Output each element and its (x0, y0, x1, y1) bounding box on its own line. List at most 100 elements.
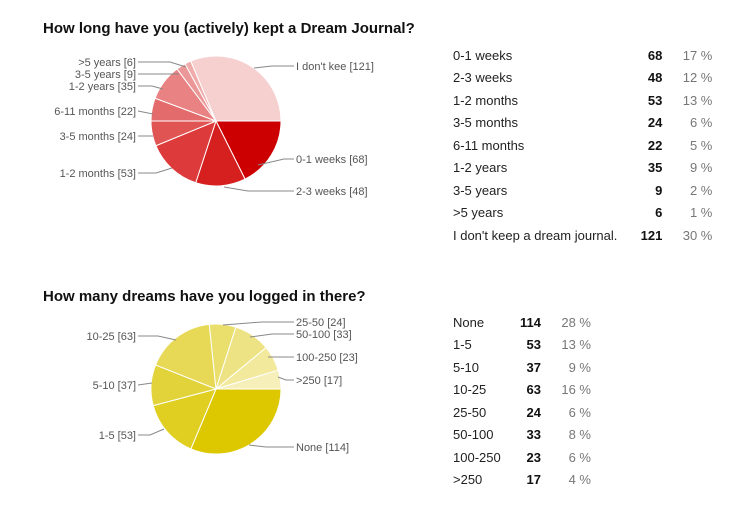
count-cell: 35 (647, 160, 663, 176)
percent-cell: 6 % (568, 449, 591, 465)
count-cell: 17 (526, 472, 541, 488)
table-row: 3-5 years 9 2 % (453, 179, 712, 202)
percent-cell: 2 % (689, 182, 713, 198)
pie-1-slice-label-7: 3-5 years [9] (75, 69, 136, 81)
category-cell: 10-25 (453, 382, 487, 398)
pie-2-slice-label-7: 100-250 [23] (296, 352, 358, 364)
percent-cell: 8 % (568, 427, 591, 443)
percent-cell: 16 % (561, 382, 591, 398)
table-row: >5 years 6 1 % (453, 202, 712, 225)
percent-cell: 6 % (568, 404, 591, 420)
count-cell: 6 (655, 205, 663, 221)
pie-2-slice-label-8: >250 [17] (296, 375, 342, 387)
chart-2-stats-table: None 114 28 % 1-5 53 13 % 5-10 37 9 % 10-25 63 16 %… (453, 311, 591, 491)
pie-2-leader-line-4 (138, 335, 177, 341)
pie-1-slice-label-8: >5 years [6] (78, 57, 136, 69)
category-cell: 1-2 months (453, 92, 519, 108)
pie-1-slice-9 (190, 55, 282, 122)
category-cell: 50-100 (453, 427, 494, 443)
category-cell: 6-11 months (453, 137, 525, 153)
table-row: 5-10 37 9 % (453, 356, 591, 379)
pie-2-slice-label-6: 50-100 [33] (296, 329, 352, 341)
pie-1-slice-label-5: 6-11 months [22] (54, 106, 136, 118)
category-cell: 2-3 weeks (453, 70, 513, 86)
table-row: 1-5 53 13 % (453, 334, 591, 357)
chart-1-stats-table: 0-1 weeks 68 17 % 2-3 weeks 48 12 % 1-2 months… (453, 44, 712, 247)
table-row: 10-25 63 16 % (453, 379, 591, 402)
pie-chart-2: None [114] 1-5 [53] 5-10 [37] 10-25 [63] 25-… (86, 317, 358, 455)
pie-2-slice-8 (215, 369, 282, 390)
pie-2-slice-2 (152, 388, 217, 450)
pie-2-leader-line-8 (277, 376, 294, 381)
category-cell: I don't keep a dream journal. (453, 227, 618, 243)
table-row: 3-5 months 24 6 % (453, 112, 712, 135)
chart-1-title: How long have you (actively) kept a Drea… (43, 20, 415, 37)
count-cell: 23 (526, 449, 541, 465)
pie-1-slice-label-3: 1-2 months [53] (60, 168, 136, 180)
table-row: >250 17 4 % (453, 469, 591, 492)
pie-1-leader-line-3 (138, 167, 173, 174)
percent-cell: 30 % (682, 227, 713, 243)
pie-2-leader-line-5 (222, 321, 294, 326)
count-cell: 37 (526, 359, 541, 375)
pie-1-leader-line-6 (138, 85, 164, 90)
count-cell: 48 (647, 70, 663, 86)
percent-cell: 5 % (689, 137, 713, 153)
percent-cell: 9 % (689, 160, 713, 176)
pie-1-leader-line-2 (223, 186, 294, 192)
percent-cell: 6 % (689, 115, 713, 131)
category-cell: 0-1 weeks (453, 47, 513, 63)
percent-cell: 13 % (561, 337, 591, 353)
table-row: 0-1 weeks 68 17 % (453, 44, 712, 67)
category-cell: 1-2 years (453, 160, 508, 176)
category-cell: 3-5 years (453, 182, 508, 198)
category-cell: >250 (453, 472, 483, 488)
count-cell: 24 (647, 115, 663, 131)
chart-2-title: How many dreams have you logged in there… (43, 288, 366, 305)
pie-1-slice-label-4: 3-5 months [24] (60, 131, 136, 143)
percent-cell: 4 % (568, 472, 591, 488)
pie-1-leader-line-5 (137, 110, 154, 115)
category-cell: 1-5 (453, 337, 472, 353)
pie-2-leader-line-3 (137, 382, 153, 386)
count-cell: 22 (647, 137, 663, 153)
category-cell: 3-5 months (453, 115, 519, 131)
pie-2-slice-label-2: 1-5 [53] (99, 430, 136, 442)
pie-1-leader-line-9 (253, 65, 294, 69)
pie-2-leader-line-2 (138, 428, 165, 436)
pie-1-slice-label-9: I don't kee [121] (296, 61, 374, 73)
percent-cell: 28 % (561, 314, 591, 330)
pie-2-slice-label-1: None [114] (296, 442, 349, 454)
pie-1-slice-label-2: 2-3 weeks [48] (296, 186, 368, 198)
pie-2-leader-line-6 (249, 333, 294, 338)
count-cell: 9 (655, 182, 663, 198)
table-row: 50-100 33 8 % (453, 424, 591, 447)
percent-cell: 1 % (689, 205, 713, 221)
percent-cell: 12 % (682, 70, 713, 86)
category-cell: 5-10 (453, 359, 480, 375)
count-cell: 53 (526, 337, 541, 353)
table-row: 1-2 months 53 13 % (453, 89, 712, 112)
pie-chart-1: 0-1 weeks [68] 2-3 weeks [48] 1-2 months [… (54, 55, 374, 198)
count-cell: 68 (647, 47, 663, 63)
pie-2-slice-4 (154, 323, 217, 390)
percent-cell: 9 % (568, 359, 591, 375)
count-cell: 63 (526, 382, 541, 398)
count-cell: 114 (520, 314, 541, 330)
pie-1-leader-line-8 (138, 61, 187, 68)
table-row: 1-2 years 35 9 % (453, 157, 712, 180)
percent-cell: 17 % (682, 47, 713, 63)
pie-1-slice-1 (215, 120, 282, 180)
table-row: 6-11 months 22 5 % (453, 134, 712, 157)
pie-1-leader-line-1 (257, 158, 294, 166)
pie-1-slice-label-6: 1-2 years [35] (69, 81, 136, 93)
count-cell: 24 (526, 404, 541, 420)
count-cell: 53 (647, 92, 663, 108)
count-cell: 121 (640, 227, 663, 243)
category-cell: 100-250 (453, 449, 501, 465)
pie-1-slice-label-1: 0-1 weeks [68] (296, 154, 368, 166)
category-cell: >5 years (453, 205, 504, 221)
pie-2-slice-1 (190, 388, 282, 455)
pie-2-slice-label-5: 25-50 [24] (296, 317, 346, 329)
